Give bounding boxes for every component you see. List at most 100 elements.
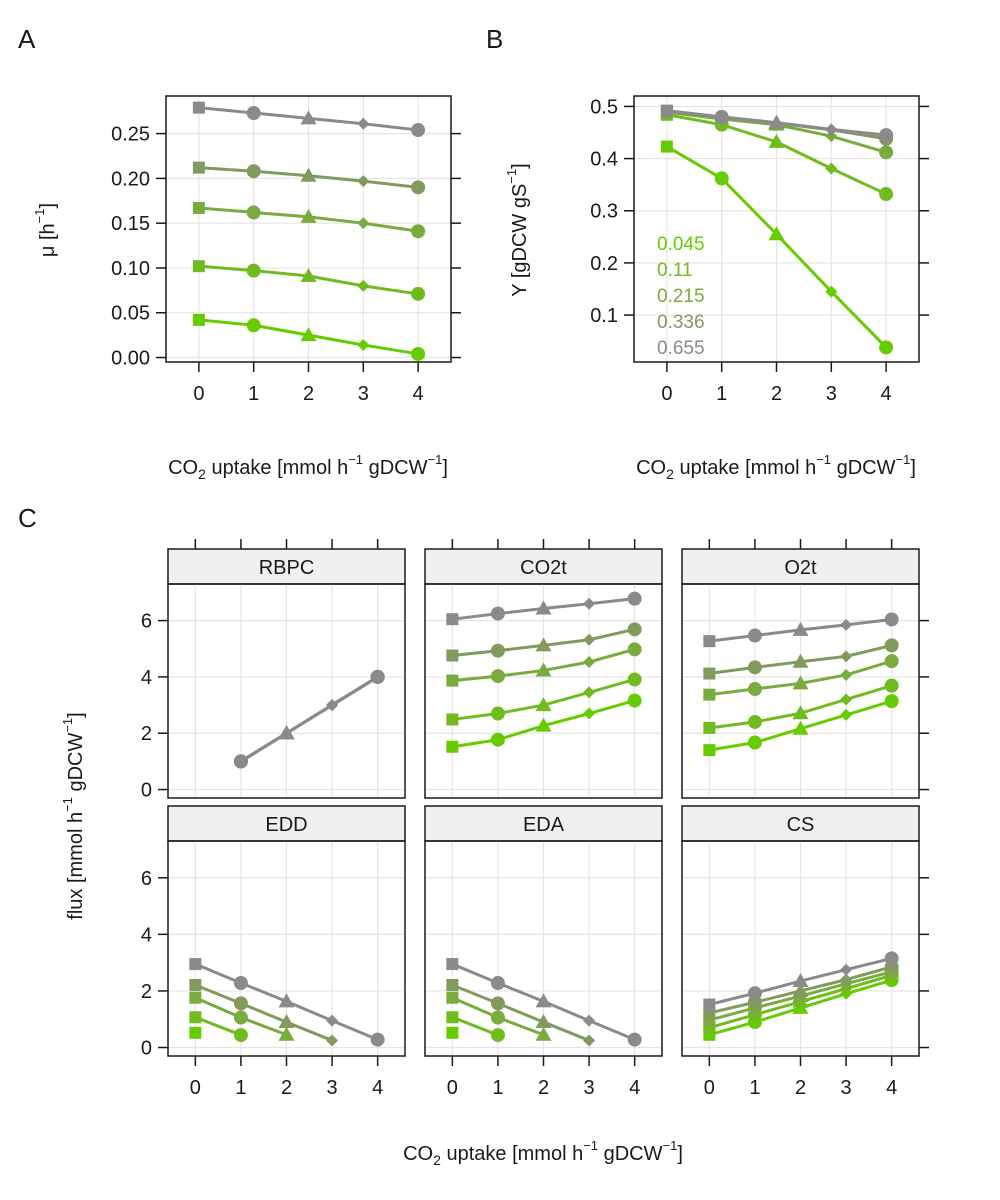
panel-a-data-point <box>357 217 370 230</box>
panel-a-y-tick-label: 0.25 <box>111 124 150 146</box>
facet-eda-data-point <box>535 993 552 1008</box>
facet-panel-cs: CS 0 1 2 3 4 <box>681 805 929 1099</box>
panel-a-data-point <box>411 346 426 361</box>
facet-co2t-data-point <box>490 732 505 747</box>
panel-a-y-tick-label: 0.10 <box>111 258 150 280</box>
facet-co2t-data-point <box>583 707 596 720</box>
panel-b-x-tick-label: 2 <box>771 383 782 405</box>
facet-edd-data-point <box>189 991 202 1004</box>
panel-a-y-tick-label: 0.20 <box>111 168 150 190</box>
facet-strip <box>424 805 663 842</box>
panel-b-data-point <box>714 171 729 186</box>
panel-a-growth-rate-chart: 0 1 2 3 4 0.00 0.05 0.10 0.15 0.20 0.25 <box>111 95 461 405</box>
panel-b-y-tick-label: 0.2 <box>590 253 618 275</box>
facet-eda-data-point <box>535 1026 552 1041</box>
panel-a-data-point <box>246 205 261 220</box>
legend-entry: 0.215 <box>657 286 705 307</box>
facet-cs-data-point <box>792 973 809 988</box>
facet-co2t-data-point <box>446 713 459 726</box>
facet-edd-data-point <box>233 996 248 1011</box>
panel-a-data-point <box>357 175 370 188</box>
facet-o2t-data-point <box>703 688 716 701</box>
facet-edd-data-point <box>233 1010 248 1025</box>
facet-o2t-data-point <box>884 694 899 709</box>
panel-a-data-point <box>411 286 426 301</box>
facet-o2t-data-point <box>792 653 809 668</box>
facet-eda-data-point <box>627 1032 642 1047</box>
panel-b-data-point <box>825 123 838 136</box>
panel-label-c: C <box>18 503 37 533</box>
panel-b-x-axis-label: CO2 uptake [mmol h−1 gDCW−1] <box>636 452 916 482</box>
panel-a-data-point <box>192 260 205 273</box>
facet-o2t-plot-frame <box>681 583 920 799</box>
facet-eda-data-point <box>446 978 459 991</box>
facet-o2t-data-point <box>703 635 716 648</box>
facet-eda-data-point <box>446 958 459 971</box>
panel-a-data-point <box>300 167 317 182</box>
facet-co2t-data-point <box>446 613 459 626</box>
panel-b-y-tick-label: 0.5 <box>590 96 618 118</box>
facet-co2t-data-point <box>627 622 642 637</box>
facet-eda-x-tick-label: 2 <box>538 1077 549 1099</box>
facet-strip-label: RBPC <box>259 557 315 579</box>
facet-edd-x-tick-label: 1 <box>235 1077 246 1099</box>
panel-b-data-point <box>768 133 785 148</box>
facet-eda-x-tick-label: 0 <box>447 1077 458 1099</box>
facet-eda-data-point <box>583 1034 596 1047</box>
panel-a-data-point <box>246 318 261 333</box>
facet-rbpc-y-tick-label: 4 <box>141 667 152 689</box>
facet-co2t-data-point <box>627 693 642 708</box>
facet-eda-data-point <box>446 1026 459 1039</box>
panel-label-b: B <box>486 24 503 54</box>
facet-o2t-data-point <box>792 675 809 690</box>
panel-a-data-point <box>357 279 370 292</box>
panel-a-data-point <box>192 313 205 326</box>
facet-cs-x-tick-label: 4 <box>886 1077 897 1099</box>
facet-cs-data-point <box>884 951 899 966</box>
facet-co2t-data-point <box>490 643 505 658</box>
facet-eda-x-tick-label: 1 <box>492 1077 503 1099</box>
facet-edd-series-line <box>194 983 333 1042</box>
facet-cs-x-tick-label: 0 <box>704 1077 715 1099</box>
facet-edd-series-line <box>194 1015 242 1037</box>
facet-o2t-data-point <box>840 708 853 721</box>
panel-a-data-point <box>411 123 426 138</box>
facet-panel-edd: EDD 0 1 2 3 4 0 2 4 6 <box>141 805 406 1099</box>
panel-b-y-tick-label: 0.1 <box>590 305 618 327</box>
facet-co2t-data-point <box>583 655 596 668</box>
facet-edd-data-point <box>278 1026 295 1041</box>
legend-entry: 0.655 <box>657 338 705 359</box>
panel-b-data-point <box>879 340 894 355</box>
facet-rbpc-y-tick-label: 2 <box>141 723 152 745</box>
panel-b-data-point <box>879 145 894 160</box>
facet-rbpc-data-point <box>278 725 295 740</box>
facet-co2t-data-point <box>490 606 505 621</box>
panel-a-y-tick-label: 0.15 <box>111 213 150 235</box>
facet-panel-rbpc: RBPC 0 2 4 6 <box>141 539 406 802</box>
panel-b-yield-chart: 0 1 2 3 4 0.1 0.2 0.3 0.4 0.5 0.045 0.11 0.215 0.336 0… <box>590 95 929 405</box>
facet-co2t-data-point <box>446 649 459 662</box>
panel-a-x-tick-label: 1 <box>248 383 259 405</box>
facet-co2t-data-point <box>490 706 505 721</box>
facet-eda-data-point <box>490 1028 505 1043</box>
facet-cs-data-point <box>840 973 853 986</box>
legend-entry: 0.336 <box>657 312 705 333</box>
panel-b-x-tick-label: 1 <box>716 383 727 405</box>
facet-o2t-data-point <box>884 612 899 627</box>
facet-rbpc-data-point <box>370 669 385 684</box>
panel-b-data-point <box>825 162 838 175</box>
facet-edd-x-tick-label: 0 <box>190 1077 201 1099</box>
panel-b-data-point <box>768 114 785 129</box>
panel-a-data-point <box>192 101 205 114</box>
facet-rbpc-plot-frame <box>167 583 406 799</box>
facet-edd-data-point <box>326 1014 339 1027</box>
facet-strip-label: EDD <box>265 814 307 836</box>
panel-b-x-tick-label: 0 <box>661 383 672 405</box>
facet-edd-x-tick-label: 3 <box>327 1077 338 1099</box>
facet-rbpc-data-point <box>233 754 248 769</box>
facet-edd-data-point <box>370 1032 385 1047</box>
legend-entry: 0.11 <box>657 260 693 281</box>
facet-panel-o2t: O2t <box>681 539 929 799</box>
facet-eda-data-point <box>490 976 505 991</box>
facet-edd-x-tick-label: 4 <box>372 1077 383 1099</box>
